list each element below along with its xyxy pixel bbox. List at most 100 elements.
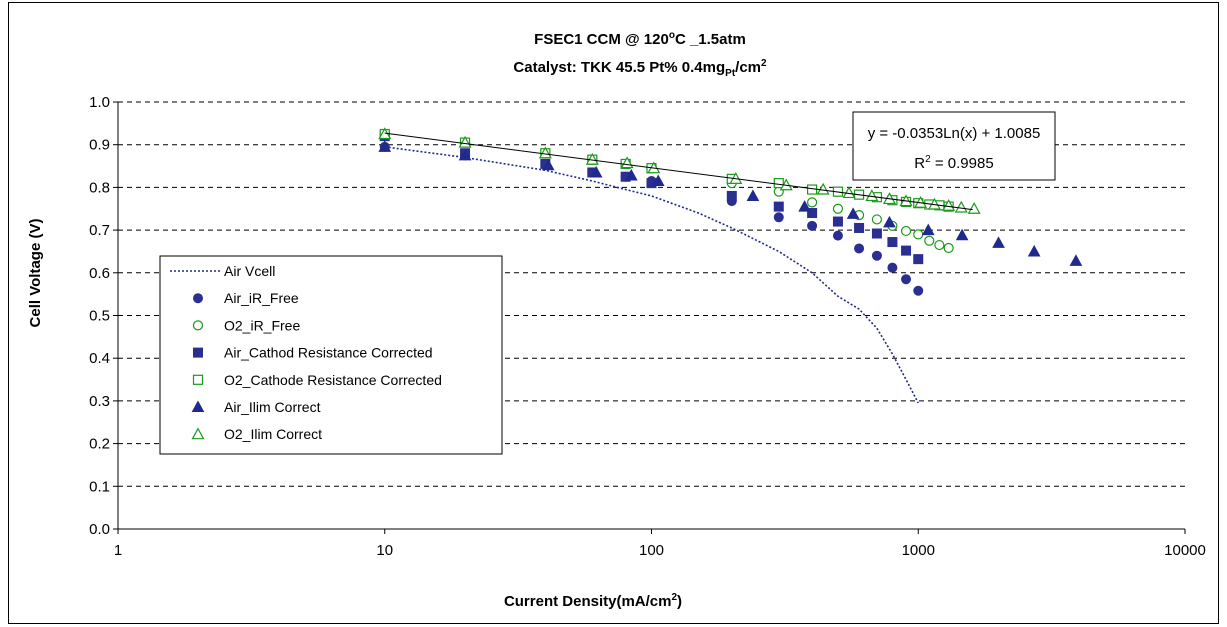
legend-swatch xyxy=(191,400,205,412)
data-series xyxy=(378,127,1083,404)
data-point xyxy=(624,168,638,181)
chart-title-line2: Catalyst: TKK 45.5 Pt% 0.4mgPt/cm2 xyxy=(513,58,767,79)
x-tick-label-1: 1 xyxy=(114,542,122,559)
data-point xyxy=(934,239,945,251)
data-point xyxy=(746,189,760,201)
data-point xyxy=(913,229,924,240)
data-point xyxy=(883,215,896,228)
y-tick-label-0.0: 0.0 xyxy=(89,521,110,538)
data-point xyxy=(832,203,844,214)
trendline-r2: R2 = 0.9985 xyxy=(914,154,993,172)
data-point xyxy=(1069,254,1083,266)
legend-swatch xyxy=(193,293,203,304)
legend-label: Air_Cathod Resistance Corrected xyxy=(224,345,433,361)
series-5 xyxy=(378,140,1083,266)
data-point xyxy=(887,237,898,248)
y-tick-label-0.8: 0.8 xyxy=(89,179,110,196)
data-point xyxy=(967,202,981,214)
trendline xyxy=(384,132,973,211)
y-tick-label-0.3: 0.3 xyxy=(89,393,110,410)
chart-title-line1: FSEC1 CCM @ 120oC _1.5atm xyxy=(534,30,746,48)
legend-swatch xyxy=(192,374,204,385)
series-3 xyxy=(379,131,924,265)
data-point xyxy=(773,178,784,189)
data-point xyxy=(832,216,843,227)
legend-label: O2_Cathode Resistance Corrected xyxy=(224,372,442,388)
series-6 xyxy=(378,127,981,214)
y-axis-label: Cell Voltage (V) xyxy=(27,219,44,328)
x-tick-labels: 1 10 100 1000 10000 xyxy=(114,542,1206,559)
data-point xyxy=(1027,244,1041,257)
data-point xyxy=(842,186,856,199)
data-point xyxy=(807,208,818,219)
data-point xyxy=(541,158,555,171)
data-point xyxy=(589,165,603,178)
data-point xyxy=(955,228,969,241)
data-point xyxy=(458,135,472,148)
legend-entry-1: Air_iR_Free xyxy=(193,290,299,306)
y-tick-label-0.7: 0.7 xyxy=(89,222,110,239)
data-point xyxy=(943,242,954,254)
trendline-line xyxy=(384,132,973,211)
series-0 xyxy=(384,146,919,404)
legend-entry-6: O2_Ilim Correct xyxy=(191,426,322,442)
legend-label: Air_iR_Free xyxy=(224,290,299,306)
y-tick-label-0.9: 0.9 xyxy=(89,137,110,154)
legend-entry-0: Air Vcell xyxy=(170,263,275,279)
legend-label: Air Vcell xyxy=(224,263,275,279)
data-point xyxy=(846,207,860,219)
data-point xyxy=(585,152,599,165)
legend-swatch xyxy=(193,347,203,358)
data-point xyxy=(921,223,935,236)
legend-entry-2: O2_iR_Free xyxy=(192,317,300,333)
chart-frame xyxy=(8,2,1219,624)
data-point xyxy=(865,189,879,202)
x-tick-label-10000: 10000 xyxy=(1164,542,1206,559)
data-point xyxy=(942,199,956,211)
axes xyxy=(113,101,1186,534)
data-point xyxy=(871,214,883,225)
y-tick-label-0.5: 0.5 xyxy=(89,308,110,325)
y-tick-label-0.2: 0.2 xyxy=(89,436,110,453)
legend: Air Vcell Air_iR_Free O2_iR_Free Air_Cathod… xyxy=(159,255,503,455)
data-point xyxy=(913,254,924,265)
legend-entry-5: Air_Ilim Correct xyxy=(191,399,321,415)
y-tick-label-0.6: 0.6 xyxy=(89,265,110,282)
data-point xyxy=(807,220,818,231)
data-point xyxy=(832,230,843,241)
data-point xyxy=(901,274,912,285)
y-tick-label-0.1: 0.1 xyxy=(89,478,110,495)
data-point xyxy=(854,243,865,254)
legend-label: O2_Ilim Correct xyxy=(224,426,322,442)
data-point xyxy=(913,285,924,296)
data-point xyxy=(871,228,882,239)
data-point xyxy=(816,182,830,195)
data-point xyxy=(651,174,665,186)
x-axis-label: Current Density(mA/cm2) xyxy=(504,592,682,610)
data-point xyxy=(954,200,968,213)
data-point xyxy=(798,200,811,212)
data-point xyxy=(901,245,912,256)
legend-swatch xyxy=(191,427,205,440)
trendline-equation-box: y = -0.0353Ln(x) + 1.0085 R2 = 0.9985 xyxy=(852,111,1056,181)
data-point xyxy=(773,212,784,223)
legend-label: O2_iR_Free xyxy=(224,317,300,333)
data-point xyxy=(538,146,552,159)
data-point xyxy=(854,222,865,233)
data-point xyxy=(871,250,882,261)
data-point xyxy=(806,197,818,208)
legend-entry-3: Air_Cathod Resistance Corrected xyxy=(193,345,433,361)
data-point xyxy=(458,148,472,161)
data-point xyxy=(726,190,737,201)
x-tick-label-1000: 1000 xyxy=(902,542,935,559)
y-tick-label-1.0: 1.0 xyxy=(89,94,110,111)
data-point xyxy=(900,225,912,237)
data-point xyxy=(924,235,935,246)
legend-swatch xyxy=(192,320,204,331)
data-point xyxy=(992,236,1005,248)
data-point xyxy=(887,262,898,273)
series-line-0 xyxy=(384,146,919,404)
y-tick-labels: 0.0 0.1 0.2 0.3 0.4 0.5 0.6 0.7 0.8 0.9 1.0 xyxy=(89,94,110,538)
data-point xyxy=(773,201,784,212)
